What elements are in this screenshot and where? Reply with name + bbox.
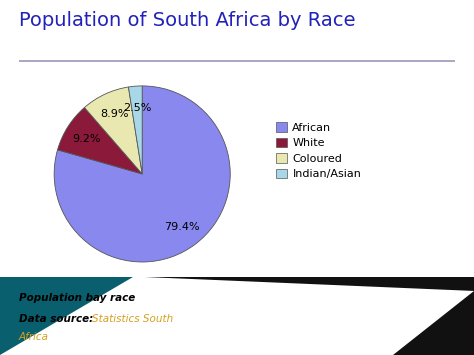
Text: 9.2%: 9.2% [72, 133, 101, 143]
Wedge shape [57, 108, 142, 174]
Legend: African, White, Coloured, Indian/Asian: African, White, Coloured, Indian/Asian [276, 122, 361, 179]
Text: 2.5%: 2.5% [123, 103, 151, 113]
Text: Africa: Africa [19, 332, 49, 342]
Text: Data source:: Data source: [19, 314, 97, 324]
Text: 8.9%: 8.9% [100, 109, 128, 119]
Wedge shape [128, 86, 142, 174]
Wedge shape [54, 86, 230, 262]
Text: Population of South Africa by Race: Population of South Africa by Race [19, 11, 355, 30]
Polygon shape [0, 277, 474, 291]
Text: 79.4%: 79.4% [164, 222, 200, 232]
Text: Population bay race: Population bay race [19, 293, 135, 303]
Polygon shape [0, 277, 133, 355]
Text: Statistics South: Statistics South [92, 314, 173, 324]
Polygon shape [393, 291, 474, 355]
Wedge shape [84, 87, 142, 174]
